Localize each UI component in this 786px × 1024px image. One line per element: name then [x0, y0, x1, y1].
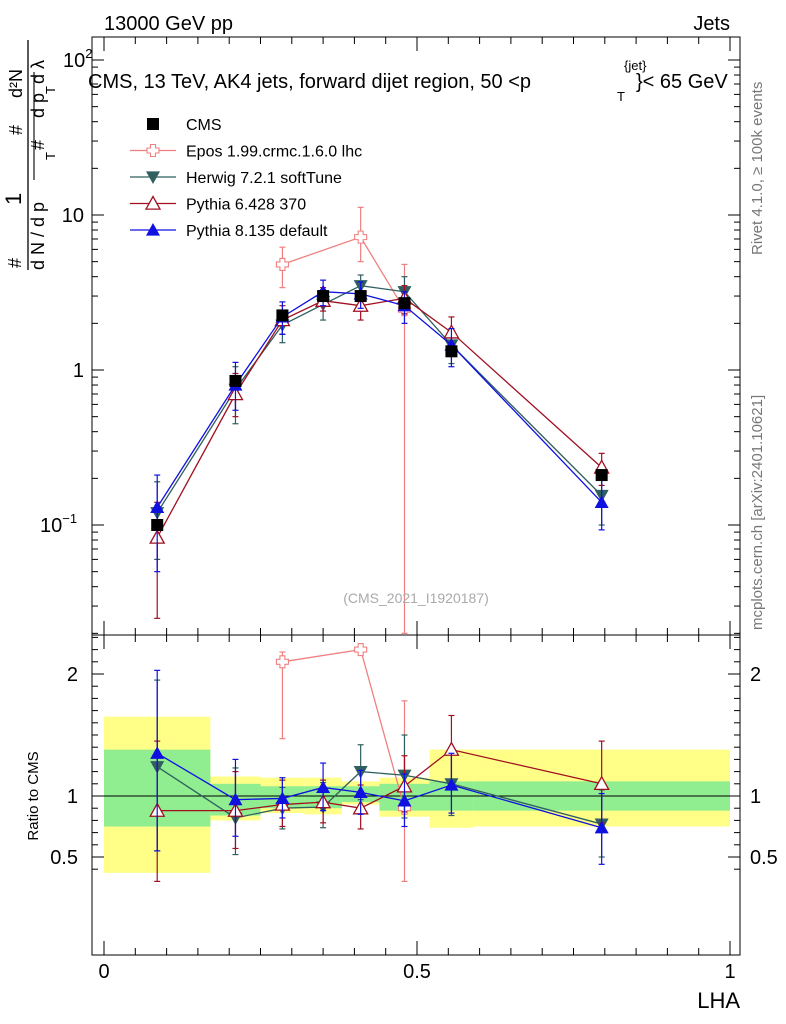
ratio-point-pythia-3 — [150, 746, 165, 759]
point-pythia-3 — [150, 500, 165, 513]
side-text-bottom: mcplots.cern.ch [arXiv:2401.10621] — [749, 395, 766, 630]
header-left: 13000 GeV pp — [104, 13, 233, 35]
legend-entry: Pythia 6.428 370 — [130, 195, 306, 214]
x-axis-label: LHA — [697, 988, 740, 1013]
y-axis-label-part: T — [43, 86, 58, 94]
ratio-axis-label: Ratio to CMS — [25, 751, 42, 840]
side-text-top: Rivet 4.1.0, ≥ 100k events — [749, 82, 766, 255]
series-line-pythia-2 — [156, 297, 603, 538]
ratio-point-pythia-3 — [228, 792, 243, 806]
legend-marker — [146, 143, 160, 158]
ratio-series — [149, 643, 610, 883]
point-cms — [151, 519, 164, 531]
point-cms — [229, 374, 242, 387]
series-line-pythia-3 — [156, 291, 603, 508]
ratio-panel-frame — [91, 634, 741, 956]
y-axis-label-part: # — [6, 125, 26, 135]
legend-entry: Herwig 7.2.1 softTune — [130, 170, 342, 187]
chart-title-main: CMS, 13 TeV, AK4 jets, forward dijet reg… — [88, 71, 531, 93]
chart-title-sup: {jet} — [624, 58, 647, 73]
point-epos-0 — [275, 257, 289, 271]
point-cms — [398, 297, 411, 310]
legend-label: Herwig 7.2.1 softTune — [186, 170, 342, 187]
y-axis-label-part: d p — [28, 93, 48, 118]
legend-marker — [147, 118, 159, 130]
y-axis-label-part: d λ — [28, 60, 48, 84]
ratio-line-pythia-3 — [156, 752, 602, 829]
point-cms — [595, 469, 608, 482]
y-axis-label-part: d N / d p — [28, 202, 48, 270]
ratio-tick-label: 1 — [750, 786, 761, 808]
x-tick-label: 0 — [98, 961, 109, 983]
ratio-point-pythia-3 — [594, 820, 609, 834]
ratio-tick-label: 1 — [67, 786, 78, 808]
point-cms — [276, 309, 289, 322]
legend-marker — [146, 171, 160, 184]
legend-label: CMS — [186, 117, 222, 134]
ratio-point-pythia-2 — [593, 775, 610, 791]
legend-entry: CMS — [147, 117, 222, 134]
ratio-point-pythia-3 — [275, 791, 290, 805]
point-epos-0 — [354, 230, 368, 244]
ratio-tick-label: 0.5 — [750, 847, 778, 869]
y-axis-label-part: # — [5, 258, 25, 268]
point-cms — [354, 290, 367, 303]
ratio-point-epos-0 — [354, 643, 368, 657]
ratio-point-pythia-3 — [316, 780, 331, 794]
legend: CMS Epos 1.99.crmc.1.6.0 lhc Herwig 7.2.1 … — [130, 117, 362, 240]
y-axis-label-part: d²N — [6, 69, 26, 98]
analysis-tag: (CMS_2021_I1920187) — [343, 590, 489, 606]
main-series — [149, 206, 610, 634]
y-axis-label-part: # — [28, 140, 48, 150]
legend-label: Pythia 6.428 370 — [186, 197, 306, 214]
series-line-epos-0 — [282, 236, 406, 311]
chart-title: CMS, 13 TeV, AK4 jets, forward dijet reg… — [88, 58, 728, 104]
ratio-tick-label: 2 — [67, 664, 78, 686]
legend-label: Epos 1.99.crmc.1.6.0 lhc — [186, 144, 362, 161]
point-pythia-3 — [594, 495, 609, 508]
y-tick-label: 1 — [73, 360, 84, 382]
x-tick-label: 1 — [724, 961, 735, 983]
ratio-tick-label: 0.5 — [50, 847, 78, 869]
legend-marker — [146, 223, 160, 236]
ratio-bands — [92, 716, 740, 873]
ratio-point-epos-0 — [275, 655, 289, 669]
x-tick-label: 0.5 — [403, 961, 431, 983]
series-line-herwig-1 — [156, 284, 603, 514]
axes: 10−1 1 10 102 0 0.5 1 0.5 0.5 1 1 2 2 — [40, 37, 778, 983]
header-right: Jets — [693, 13, 730, 35]
y-axis-label-part: T — [43, 152, 58, 160]
point-cms — [317, 290, 330, 303]
legend-label: Pythia 8.135 default — [186, 223, 328, 240]
chart-title-sub: T — [617, 89, 625, 104]
y-tick-label: 102 — [63, 46, 92, 72]
legend-marker — [144, 195, 162, 210]
ratio-point-pythia-3 — [444, 778, 459, 791]
y-axis-label-part: 1 — [1, 193, 26, 205]
ratio-point-pythia-3 — [353, 785, 368, 798]
legend-entry: Pythia 8.135 default — [130, 223, 328, 240]
legend-entry: Epos 1.99.crmc.1.6.0 lhc — [130, 144, 362, 161]
chart-title-tail: }< 65 GeV — [636, 71, 728, 93]
ratio-tick-label: 2 — [750, 664, 761, 686]
y-tick-label: 10 — [62, 205, 84, 227]
y-tick-label: 10−1 — [40, 511, 77, 537]
ratio-point-pythia-3 — [397, 793, 412, 807]
point-cms — [445, 345, 458, 358]
